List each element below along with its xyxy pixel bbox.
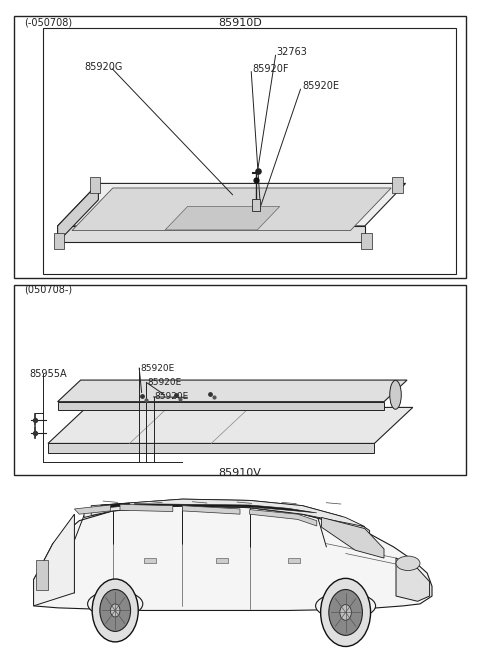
Polygon shape <box>250 510 317 526</box>
Bar <box>36 560 48 590</box>
Polygon shape <box>58 402 384 409</box>
Circle shape <box>340 605 351 620</box>
Text: 85920E: 85920E <box>302 81 339 92</box>
Polygon shape <box>34 514 74 606</box>
Polygon shape <box>58 380 407 402</box>
Point <box>206 388 214 399</box>
Circle shape <box>321 578 371 646</box>
Circle shape <box>100 590 131 631</box>
Text: 85920E: 85920E <box>147 378 181 387</box>
Ellipse shape <box>396 556 420 571</box>
Bar <box>288 558 300 563</box>
Point <box>176 393 183 403</box>
Point <box>31 414 39 424</box>
Point <box>31 427 39 438</box>
Ellipse shape <box>316 593 375 619</box>
Text: 85910V: 85910V <box>218 468 262 478</box>
Polygon shape <box>120 504 173 512</box>
Text: 32763: 32763 <box>276 47 307 58</box>
Point <box>172 389 180 400</box>
Bar <box>14 16 466 278</box>
Polygon shape <box>48 407 413 443</box>
Bar <box>14 285 466 475</box>
Text: 85920G: 85920G <box>84 62 122 72</box>
Polygon shape <box>252 199 260 211</box>
Text: 85920E: 85920E <box>140 364 174 373</box>
Text: 85920E: 85920E <box>155 392 189 402</box>
Polygon shape <box>74 505 110 514</box>
Bar <box>90 177 100 193</box>
Bar <box>216 558 228 563</box>
Circle shape <box>92 579 138 642</box>
Polygon shape <box>84 499 370 534</box>
Ellipse shape <box>87 591 143 617</box>
Polygon shape <box>134 504 317 513</box>
Bar <box>361 233 372 249</box>
Polygon shape <box>58 183 406 226</box>
Ellipse shape <box>390 381 401 409</box>
Text: 85955A: 85955A <box>30 369 67 379</box>
Bar <box>392 177 403 193</box>
Bar <box>54 233 64 249</box>
Text: 85910D: 85910D <box>218 18 262 28</box>
Polygon shape <box>91 499 365 527</box>
Point <box>252 174 260 185</box>
Point <box>210 392 217 403</box>
Text: (-050708): (-050708) <box>24 18 72 28</box>
Point <box>142 394 150 405</box>
Bar <box>43 28 456 274</box>
Circle shape <box>110 604 120 617</box>
Polygon shape <box>101 503 130 508</box>
Polygon shape <box>72 188 391 231</box>
Bar <box>144 558 156 563</box>
Polygon shape <box>322 517 384 558</box>
Polygon shape <box>396 558 430 601</box>
Point <box>138 390 146 401</box>
Polygon shape <box>165 206 280 230</box>
Text: (050708-): (050708-) <box>24 284 72 295</box>
Text: 85920F: 85920F <box>252 64 288 74</box>
Polygon shape <box>48 443 374 453</box>
Point <box>254 165 262 176</box>
Circle shape <box>329 590 362 635</box>
Polygon shape <box>58 183 98 242</box>
Polygon shape <box>34 506 432 610</box>
Polygon shape <box>58 226 365 242</box>
Polygon shape <box>182 506 240 514</box>
